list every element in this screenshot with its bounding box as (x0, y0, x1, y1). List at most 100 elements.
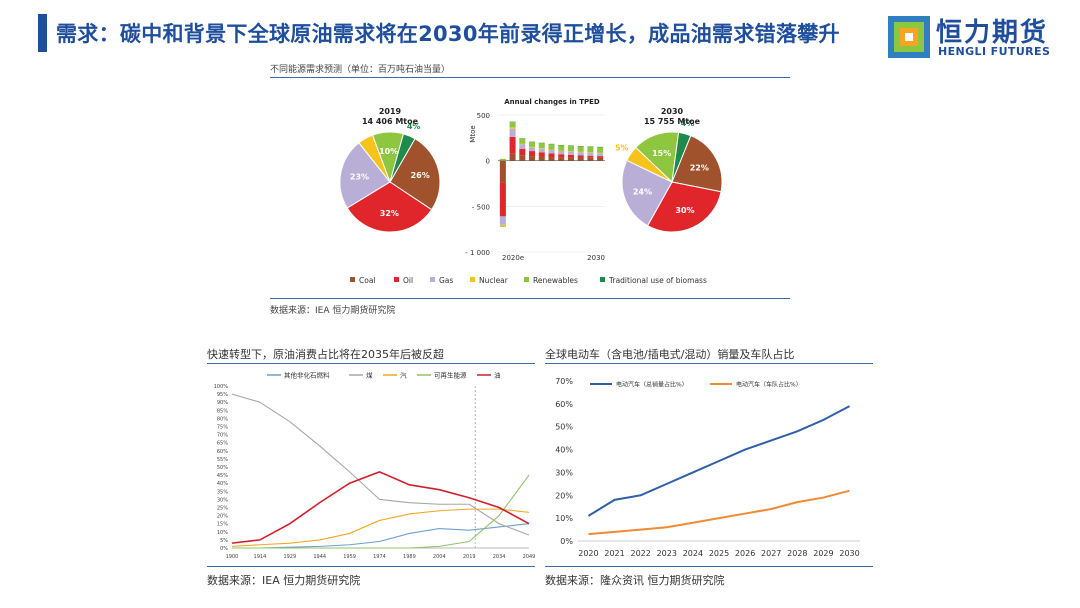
top-legend-swatch-nuclear (470, 277, 475, 282)
bl-legend-label-4: 油 (494, 371, 501, 380)
tped-bar-coal-9 (587, 157, 594, 161)
br-line-series-0 (587, 405, 851, 517)
bl-legend-label-1: 煤 (366, 371, 373, 380)
br-legend-label-1: 电动汽车（车队占比%） (736, 381, 802, 389)
br-x-tick-2030: 2030 (839, 549, 859, 558)
top-legend-swatch-oil (394, 277, 399, 282)
br-source-rule (545, 566, 873, 567)
bl-y-tick-20: 100% (214, 384, 229, 390)
top-legend-label-nuclear: Nuclear (479, 276, 509, 285)
tped-bar-nuclear-1 (509, 127, 516, 129)
br-x-tick-2029: 2029 (813, 549, 833, 558)
tped-bar-renewables-1 (509, 121, 516, 128)
br-x-tick-2023: 2023 (657, 549, 677, 558)
tped-bar-oil-8 (577, 155, 584, 158)
tped-bar-renewables-10 (597, 146, 604, 153)
oil-share-chart-source: 数据来源：IEA 恒力期货研究院 (207, 574, 361, 587)
pie-2030-slice-oil (646, 181, 722, 233)
tped-bar-renewables-5 (548, 144, 555, 150)
bl-y-tick-17: 85% (217, 408, 228, 414)
pie-2019-slice-oil (346, 181, 433, 233)
tped-bar-gas-3 (529, 147, 536, 152)
pie-2019-slice-gas (339, 142, 391, 209)
br-y-tick-0: 0% (560, 537, 573, 546)
tped-bar-nuclear-0 (499, 224, 506, 226)
bl-x-tick-2049: 2049 (523, 554, 536, 560)
bl-y-tick-15: 75% (217, 425, 228, 431)
logo-english-text: HENGLI FUTURES (938, 45, 1051, 58)
tped-bar-gas-5 (548, 150, 555, 154)
tped-bar-gas-9 (587, 152, 594, 156)
page-title: 需求：碳中和背景下全球原油需求将在2030年前录得正增长，成品油需求错落攀升 (56, 22, 840, 46)
pie-2019-label-coal: 26% (411, 171, 430, 180)
bl-line-series-4 (231, 470, 530, 544)
top-legend-swatch-renewables (524, 277, 529, 282)
tped-bar-nuclear-2 (519, 143, 526, 145)
bl-x-tick-2034: 2034 (493, 554, 506, 560)
pie-2019-title: 2019 (379, 107, 402, 116)
pie-2030-slice-coal (671, 134, 723, 193)
tped-bar-gas-2 (519, 144, 526, 149)
bl-y-tick-18: 90% (217, 400, 228, 406)
pie-2019-label-oil: 32% (380, 209, 399, 218)
bl-legend-label-0: 其他非化石燃料 (284, 371, 330, 380)
bl-x-tick-1989: 1989 (403, 554, 416, 560)
bl-y-tick-2: 10% (217, 530, 228, 536)
logo-chinese-text: 恒力期货 (936, 18, 1049, 48)
br-x-tick-2026: 2026 (735, 549, 755, 558)
top-legend-label-traditional-use-of-biomass: Traditional use of biomass (608, 276, 707, 285)
tped-bar-renewables-3 (529, 141, 536, 147)
pie-2019-label-traditional-use-of-biomass: 4% (407, 122, 421, 131)
bl-line-series-1 (231, 393, 530, 536)
tped-bar-oil-2 (519, 148, 526, 156)
bl-x-tick-2004: 2004 (433, 554, 446, 560)
top-legend-label-coal: Coal (359, 276, 376, 285)
top-legend-swatch-gas (430, 277, 435, 282)
br-x-tick-2022: 2022 (630, 549, 650, 558)
bl-y-tick-11: 55% (217, 457, 228, 463)
br-line-series-1 (588, 489, 850, 536)
bl-x-tick-2019: 2019 (463, 554, 476, 560)
title-accent-bar (38, 14, 47, 52)
ev-share-line-chart: 0% 10% 20% 30% 40% 50% 60% 70% 2020 2021 2022 2023 2… (555, 377, 860, 558)
bl-x-tick-1959: 1959 (343, 554, 356, 560)
bl-y-tick-8: 40% (217, 481, 228, 487)
tped-bar-oil-7 (567, 154, 574, 158)
bl-x-tick-1914: 1914 (254, 554, 267, 560)
tped-bar-renewables-4 (538, 142, 545, 149)
top-legend-swatch-coal (350, 277, 355, 282)
tped-bar-coal-10 (597, 157, 604, 161)
tped-bar-nuclear-4 (538, 148, 545, 149)
bl-x-tick-1929: 1929 (283, 554, 296, 560)
pie-2019-label-gas: 23% (350, 173, 369, 182)
bl-y-tick-12: 60% (217, 449, 228, 455)
energy-share-line-chart: 0% 5% 10% 15% 20% 25% 30% 35% 40% 45% 50% 55% 60% 65%… (214, 371, 536, 561)
tped-bar-oil-3 (529, 151, 536, 157)
tped-bar-oil-9 (587, 155, 594, 158)
bl-y-tick-5: 25% (217, 506, 228, 512)
tped-x-end-label: 2030 (587, 254, 605, 262)
tped-bar-renewables-2 (519, 138, 526, 144)
top-legend-label-oil: Oil (403, 276, 413, 285)
tped-bar-oil-5 (548, 153, 555, 158)
tped-bar-coal-6 (558, 157, 565, 161)
br-x-tick-2027: 2027 (761, 549, 781, 558)
pie-2019-subtitle: 14 406 Mtoe (362, 117, 419, 126)
tped-bar-gas-0 (499, 216, 506, 225)
tped-bar-coal-8 (577, 157, 584, 161)
br-x-tick-2020: 2020 (578, 549, 598, 558)
bl-x-tick-1944: 1944 (313, 554, 326, 560)
tped-bar-gas-8 (577, 152, 584, 156)
tped-y-tick-2: - 500 (472, 203, 490, 211)
tped-bar-oil-0 (499, 182, 506, 217)
br-x-tick-2025: 2025 (709, 549, 729, 558)
bl-x-tick-1974: 1974 (373, 554, 386, 560)
tped-x-start-label: 2020e (502, 254, 524, 262)
tped-bar-oil-6 (558, 154, 565, 158)
bl-y-tick-6: 30% (217, 497, 228, 503)
top-source-rule (270, 298, 790, 299)
tped-bar-renewables-8 (577, 146, 584, 152)
bl-y-tick-3: 15% (217, 522, 228, 528)
br-legend-label-0: 电动汽车（总销量占比%） (616, 381, 688, 389)
tped-bar-renewables-9 (587, 146, 594, 153)
